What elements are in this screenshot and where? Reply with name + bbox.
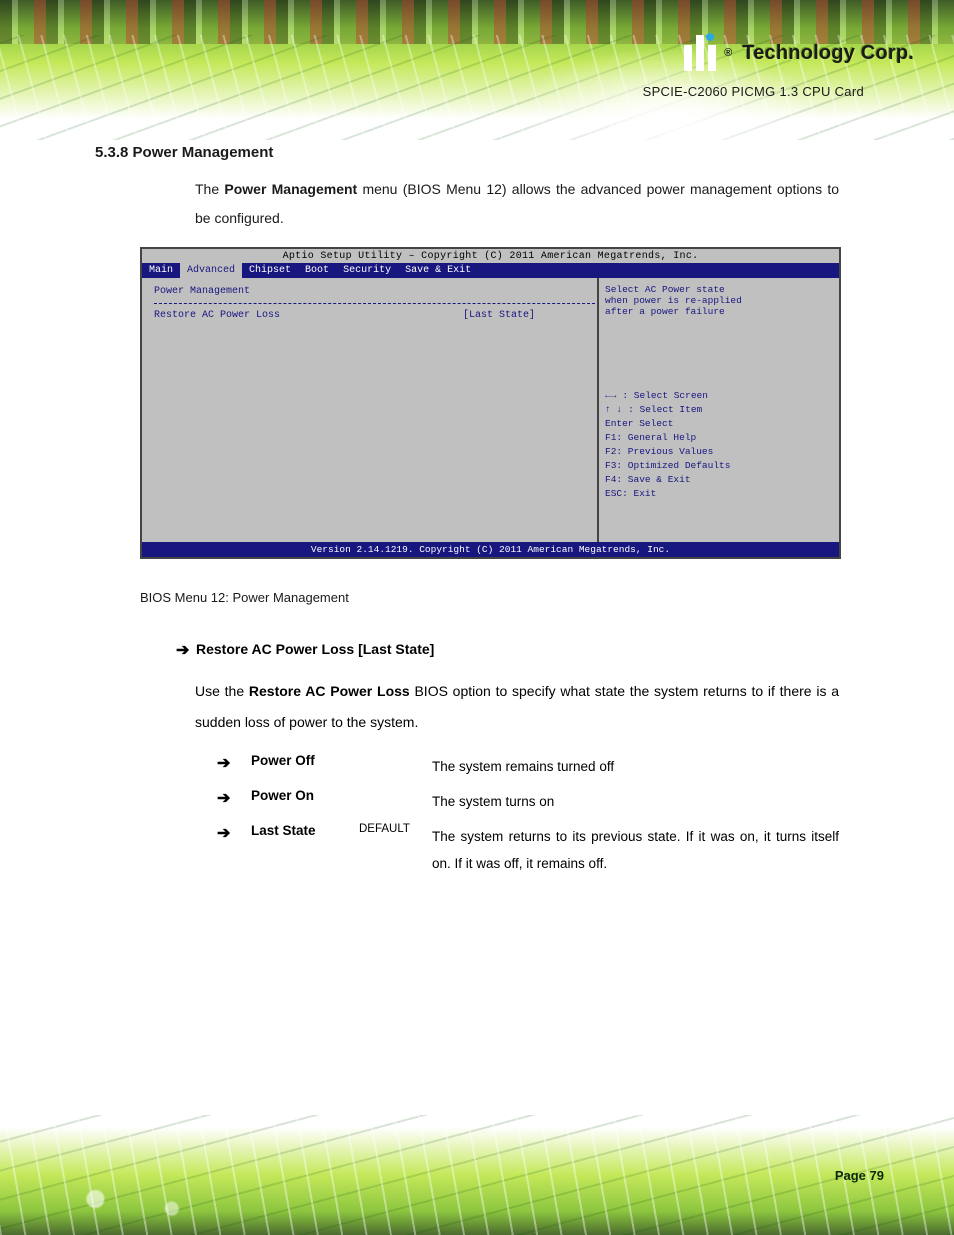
intro-pre: The (195, 181, 224, 197)
intro-bold: Power Management (224, 181, 357, 197)
bios-tab-save: Save & Exit (398, 263, 478, 278)
bios-tab-boot: Boot (298, 263, 336, 278)
brand-text: Technology Corp. (742, 42, 914, 65)
bios-tab-chipset: Chipset (242, 263, 298, 278)
option-desc-pre: Use the (195, 683, 249, 699)
bios-caption: BIOS Menu 12: Power Management (140, 590, 349, 605)
bios-title: Aptio Setup Utility – Copyright (C) 2011… (142, 249, 839, 263)
arrows-ud-icon: ↑ ↓ (605, 404, 622, 415)
kb-f2: F2: Previous Values (605, 446, 833, 457)
bios-row: Restore AC Power Loss [Last State] (154, 310, 595, 321)
bios-hint-1: Select AC Power state (605, 284, 833, 295)
page-number: Page 79 (835, 1168, 884, 1183)
option-bullet-icon: ➔ (176, 640, 189, 660)
product-label: SPCIE-C2060 PICMG 1.3 CPU Card (643, 84, 864, 99)
kb-esc: ESC: Exit (605, 488, 833, 499)
value-row: ➔ Last State DEFAULT The system returns … (217, 823, 839, 877)
bios-spacer (605, 317, 833, 387)
value-desc: The system remains turned off (432, 753, 839, 780)
value-row: ➔ Power On The system turns on (217, 788, 839, 815)
logo: ® Technology Corp. (684, 28, 914, 78)
arrow-icon: ➔ (217, 823, 233, 877)
value-label: Power On (251, 788, 341, 815)
value-default (359, 753, 414, 780)
logo-icon (684, 35, 716, 71)
intro-paragraph: The Power Management menu (BIOS Menu 12)… (195, 175, 839, 234)
option-desc-bold: Restore AC Power Loss (249, 683, 410, 699)
kb-f1: F1: General Help (605, 432, 833, 443)
bios-hint-2: when power is re-applied (605, 295, 833, 306)
value-desc: The system turns on (432, 788, 839, 815)
option-head: Restore AC Power Loss [Last State] (196, 641, 434, 657)
value-label: Power Off (251, 753, 341, 780)
bios-row-value: [Last State] (463, 310, 595, 321)
bios-hint-3: after a power failure (605, 306, 833, 317)
bios-tab-security: Security (336, 263, 398, 278)
bios-tabs: Main Advanced Chipset Boot Security Save… (142, 263, 839, 278)
arrow-icon: ➔ (217, 788, 233, 815)
kb-selscreen: ←→ : Select Screen (605, 390, 833, 401)
kb-enter: Enter Select (605, 418, 833, 429)
kb-selitem: ↑ ↓ : Select Item (605, 404, 833, 415)
value-desc: The system returns to its previous state… (432, 823, 839, 877)
arrow-icon: ➔ (217, 753, 233, 780)
bios-row-label: Restore AC Power Loss (154, 310, 280, 321)
section-title: 5.3.8 Power Management (95, 144, 273, 161)
bios-left-panel: Power Management Restore AC Power Loss [… (142, 278, 597, 542)
bios-divider (154, 303, 595, 304)
bios-tab-advanced: Advanced (180, 263, 242, 278)
kb-selscreen-text: : Select Screen (622, 390, 708, 401)
bios-footer: Version 2.14.1219. Copyright (C) 2011 Am… (142, 542, 839, 557)
registered-mark: ® (724, 47, 732, 59)
bios-right-panel: Select AC Power state when power is re-a… (597, 278, 839, 542)
arrows-lr-icon: ←→ (605, 390, 616, 401)
bios-tab-main: Main (142, 263, 180, 278)
kb-f3: F3: Optimized Defaults (605, 460, 833, 471)
bios-footer-text: Version 2.14.1219. Copyright (C) 2011 Am… (311, 544, 670, 555)
kb-f4: F4: Save & Exit (605, 474, 833, 485)
bios-heading: Power Management (154, 286, 595, 297)
bios-screenshot: Aptio Setup Utility – Copyright (C) 2011… (140, 247, 841, 559)
value-label: Last State (251, 823, 341, 877)
bios-body: Power Management Restore AC Power Loss [… (142, 278, 839, 542)
kb-selitem-text: : Select Item (628, 404, 702, 415)
value-default (359, 788, 414, 815)
value-default: DEFAULT (359, 823, 414, 877)
option-desc: Use the Restore AC Power Loss BIOS optio… (195, 676, 839, 738)
footer-art (0, 1115, 954, 1235)
value-row: ➔ Power Off The system remains turned of… (217, 753, 839, 780)
